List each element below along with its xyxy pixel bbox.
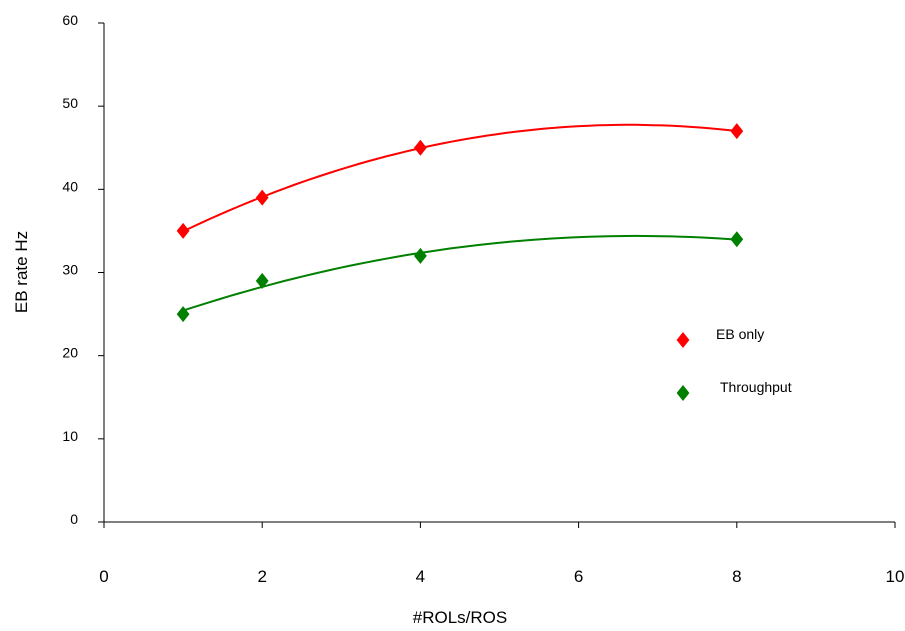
point-throughput <box>414 248 427 264</box>
legend: EB only Throughput <box>677 326 792 401</box>
data-points <box>177 123 744 322</box>
y-tick-label: 30 <box>62 262 78 278</box>
x-tick-label: 6 <box>574 567 583 586</box>
point-eb-only <box>177 223 190 239</box>
point-throughput <box>730 231 743 247</box>
axes <box>104 23 895 522</box>
y-tick-label: 20 <box>62 345 78 361</box>
point-eb-only <box>414 140 427 156</box>
y-tick-label: 50 <box>62 95 78 111</box>
x-tick-label: 2 <box>257 567 266 586</box>
trendline-eb-only <box>183 125 737 232</box>
x-tick-label: 0 <box>99 567 108 586</box>
y-tick-label: 10 <box>62 428 78 444</box>
x-tick-label: 10 <box>886 567 905 586</box>
legend-marker-eb-only <box>677 332 690 348</box>
trendline-throughput <box>183 236 737 311</box>
point-eb-only <box>730 123 743 139</box>
y-tick-label: 60 <box>62 12 78 28</box>
y-tick-label: 40 <box>62 178 78 194</box>
x-ticks: 0 2 4 6 8 10 <box>99 522 904 586</box>
y-axis-title: EB rate Hz <box>12 231 31 313</box>
y-tick-label: 0 <box>70 511 78 527</box>
point-eb-only <box>256 190 269 206</box>
legend-label-eb-only: EB only <box>716 326 764 342</box>
legend-label-throughput: Throughput <box>720 379 792 395</box>
x-axis-title: #ROLs/ROS <box>413 608 507 627</box>
x-tick-label: 4 <box>416 567 425 586</box>
x-tick-label: 8 <box>732 567 741 586</box>
y-ticks: 0 10 20 30 40 50 60 <box>62 12 104 527</box>
legend-marker-throughput <box>677 385 690 401</box>
